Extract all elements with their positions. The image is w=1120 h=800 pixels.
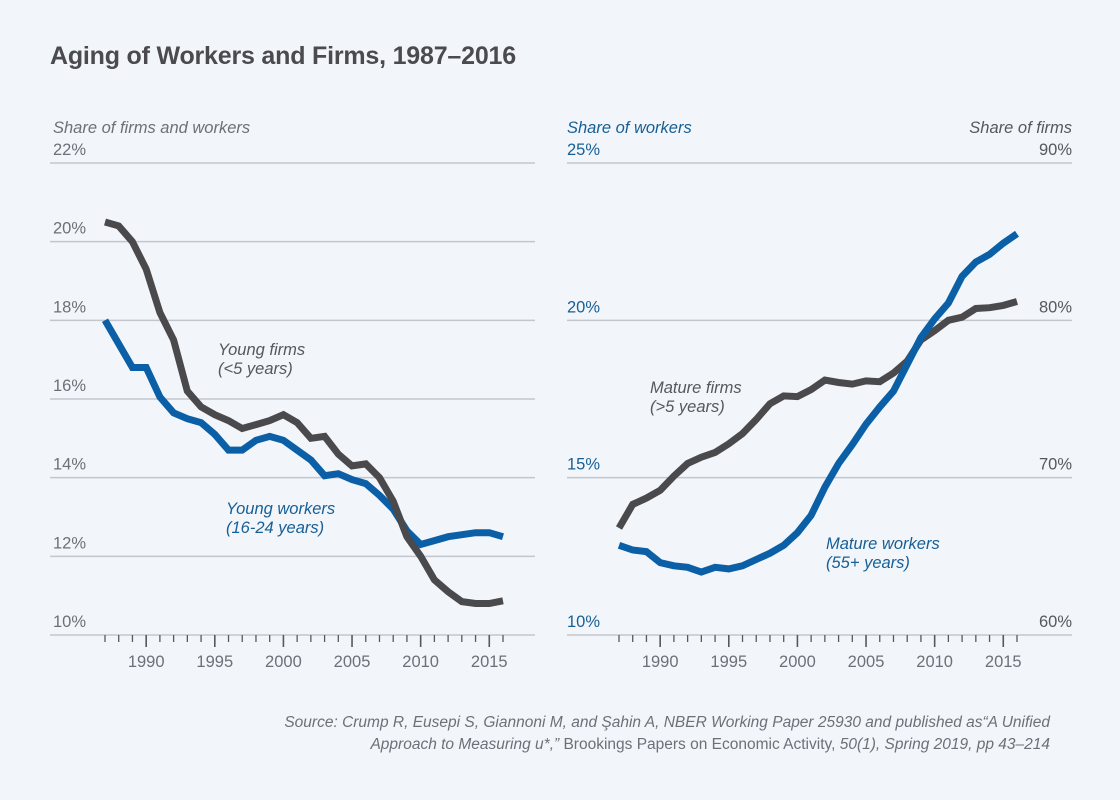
y-left-axis-title: Share of workers — [567, 119, 692, 137]
left-text: 10% 12% 14% 16% 18% 20% 22% Share of firms and … — [53, 119, 335, 631]
young-firms-label-line: Young firms — [218, 341, 305, 359]
x-tick-label: 2005 — [848, 653, 885, 671]
y-left-tick-label: 10% — [567, 613, 600, 631]
right-series-lines — [615, 230, 1019, 576]
x-tick-label: 2005 — [334, 653, 371, 671]
x-tick-label: 2000 — [779, 653, 816, 671]
right-text: 10% 15% 20% 25% 60% 70% 80% 90% Share of workers… — [567, 119, 1072, 631]
series-line-mature-firms — [615, 298, 1018, 530]
young-firms-label-line: (<5 years) — [218, 360, 293, 378]
mature-firms-label-line: Mature firms — [650, 379, 742, 397]
mature-workers-label-line: (55+ years) — [826, 554, 910, 572]
young-workers-label-line: (16-24 years) — [226, 519, 324, 537]
y-right-tick-label: 90% — [1039, 141, 1072, 159]
young-firms-label: Young firms (<5 years) — [218, 341, 305, 378]
x-tick-label: 2015 — [471, 653, 508, 671]
source-title: Approach to Measuring u*,” — [370, 736, 560, 753]
source-issue: 50(1), Spring 2019, pp 43–214 — [835, 736, 1050, 753]
x-tick-label: 1990 — [128, 653, 165, 671]
left-gridlines — [50, 162, 535, 636]
mature-workers-label-line: Mature workers — [826, 535, 940, 553]
x-tick-label: 2010 — [402, 653, 439, 671]
y-left-tick-label: 20% — [567, 298, 600, 316]
y-tick-label: 12% — [53, 534, 86, 552]
y-tick-label: 20% — [53, 220, 86, 238]
source-line-2: Approach to Measuring u*,” Brookings Pap… — [150, 734, 1050, 756]
source-line-1: Source: Crump R, Eusepi S, Giannoni M, a… — [150, 712, 1050, 734]
x-tick-label: 2000 — [265, 653, 302, 671]
source-note: Source: Crump R, Eusepi S, Giannoni M, a… — [150, 712, 1050, 756]
source-citation: Source: Crump R, Eusepi S, Giannoni M, a… — [284, 714, 1050, 731]
mature-firms-label: Mature firms (>5 years) — [650, 379, 742, 416]
mature-workers-label: Mature workers (55+ years) — [826, 535, 940, 572]
series-line-young-firms — [104, 218, 504, 607]
right-panel: 1990 1995 2000 2005 2010 2015 10% 15% 20% 25% 60%… — [567, 119, 1072, 671]
y-tick-label: 16% — [53, 377, 86, 395]
right-gridlines — [567, 162, 1072, 636]
source-journal: Brookings Papers on Economic Activity, — [559, 736, 836, 753]
y-left-tick-label: 15% — [567, 456, 600, 474]
y-right-tick-label: 70% — [1039, 456, 1072, 474]
y-right-axis-title: Share of firms — [969, 119, 1072, 137]
y-right-tick-label: 60% — [1039, 613, 1072, 631]
x-tick-label: 1990 — [642, 653, 679, 671]
y-tick-label: 22% — [53, 141, 86, 159]
series-line-young-workers — [101, 318, 504, 549]
y-tick-label: 10% — [53, 613, 86, 631]
x-tick-label: 2015 — [985, 653, 1022, 671]
young-workers-label: Young workers (16-24 years) — [226, 500, 335, 537]
left-panel: 1990 1995 2000 2005 2010 2015 10% 12% 14% 16% 18%… — [50, 119, 535, 671]
young-workers-label-line: Young workers — [226, 500, 335, 518]
y-left-tick-label: 25% — [567, 141, 600, 159]
chart-title: Aging of Workers and Firms, 1987–2016 — [50, 42, 516, 70]
x-tick-label: 2010 — [916, 653, 953, 671]
x-tick-label: 1995 — [196, 653, 233, 671]
mature-firms-label-line: (>5 years) — [650, 398, 725, 416]
left-series-lines — [101, 218, 504, 607]
y-tick-label: 18% — [53, 298, 86, 316]
left-x-ticks: 1990 1995 2000 2005 2010 2015 — [104, 635, 508, 671]
y-axis-title: Share of firms and workers — [53, 119, 250, 137]
right-x-ticks: 1990 1995 2000 2005 2010 2015 — [618, 635, 1022, 671]
y-right-tick-label: 80% — [1039, 298, 1072, 316]
x-tick-label: 1995 — [710, 653, 747, 671]
y-tick-label: 14% — [53, 456, 86, 474]
series-line-mature-workers — [617, 230, 1019, 576]
